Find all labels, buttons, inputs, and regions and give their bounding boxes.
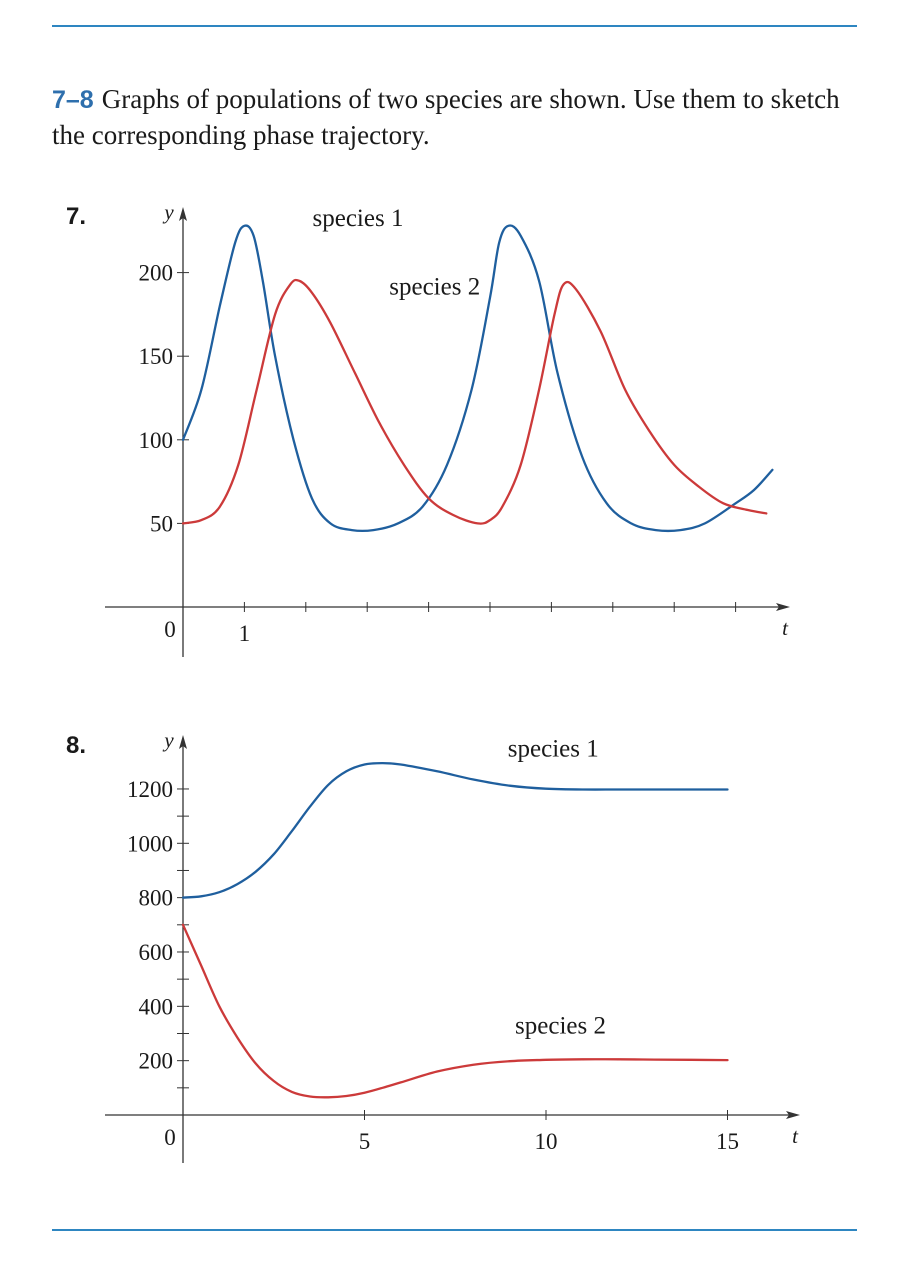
c7-y-tick-label: 50 xyxy=(150,511,173,536)
c7-y-tick-label: 150 xyxy=(139,344,174,369)
c7-y-tick-label: 200 xyxy=(139,261,174,286)
c7-series-line-species-2 xyxy=(181,278,768,525)
c7-annotation-species-2: species 2 xyxy=(389,273,480,300)
problem-range: 7–8 xyxy=(52,86,94,114)
c8-y-tick-label: 1200 xyxy=(127,777,173,802)
chart-problem-7: 50 100 150 200 0 1 y t species 1 species 2 xyxy=(105,200,790,657)
c8-y-tick-label: 800 xyxy=(139,886,174,911)
c8-y-tick-label: 600 xyxy=(139,940,174,965)
problem-header: 7–8 Graphs of populations of two species … xyxy=(52,82,872,153)
c8-x-tick-label: 15 xyxy=(716,1129,739,1154)
c7-x-axis-arrow xyxy=(776,603,790,611)
c8-origin-label: 0 xyxy=(164,1125,176,1150)
c8-y-tick-label: 200 xyxy=(139,1049,174,1074)
c7-y-axis-arrow xyxy=(179,207,187,221)
c8-series-line-species-2 xyxy=(181,923,729,1099)
bottom-rule xyxy=(52,1229,857,1231)
chart-problem-8: 200 400 600 800 1000 1200 0 5 10 15 y t species 1 spe… xyxy=(105,728,800,1163)
c8-x-axis-arrow xyxy=(786,1111,800,1119)
c7-origin-label: 0 xyxy=(164,617,176,642)
c8-annotation-species-2: species 2 xyxy=(515,1012,606,1039)
c7-annotation-species-1: species 1 xyxy=(313,205,404,232)
c8-y-axis-label: y xyxy=(162,728,174,752)
c7-x-tick-label: 1 xyxy=(239,621,251,646)
top-rule xyxy=(52,25,857,27)
c7-y-tick-label: 100 xyxy=(139,428,174,453)
c8-y-tick-label: 1000 xyxy=(127,831,173,856)
c8-y-axis-arrow xyxy=(179,735,187,749)
problem-number-8: 8. xyxy=(66,732,87,759)
c8-series-line-species-1 xyxy=(181,761,729,899)
c8-x-tick-label: 10 xyxy=(535,1129,558,1154)
c8-y-tick-label: 400 xyxy=(139,994,174,1019)
c7-y-axis-label: y xyxy=(162,200,174,224)
c7-series-line-species-1 xyxy=(181,224,774,533)
c7-x-axis-label: t xyxy=(782,616,789,640)
problem-number-7: 7. xyxy=(66,203,87,230)
c8-x-axis-label: t xyxy=(792,1124,799,1148)
c8-x-tick-label: 5 xyxy=(359,1129,371,1154)
c8-annotation-species-1: species 1 xyxy=(508,735,599,762)
problem-instruction: Graphs of populations of two species are… xyxy=(52,84,840,150)
